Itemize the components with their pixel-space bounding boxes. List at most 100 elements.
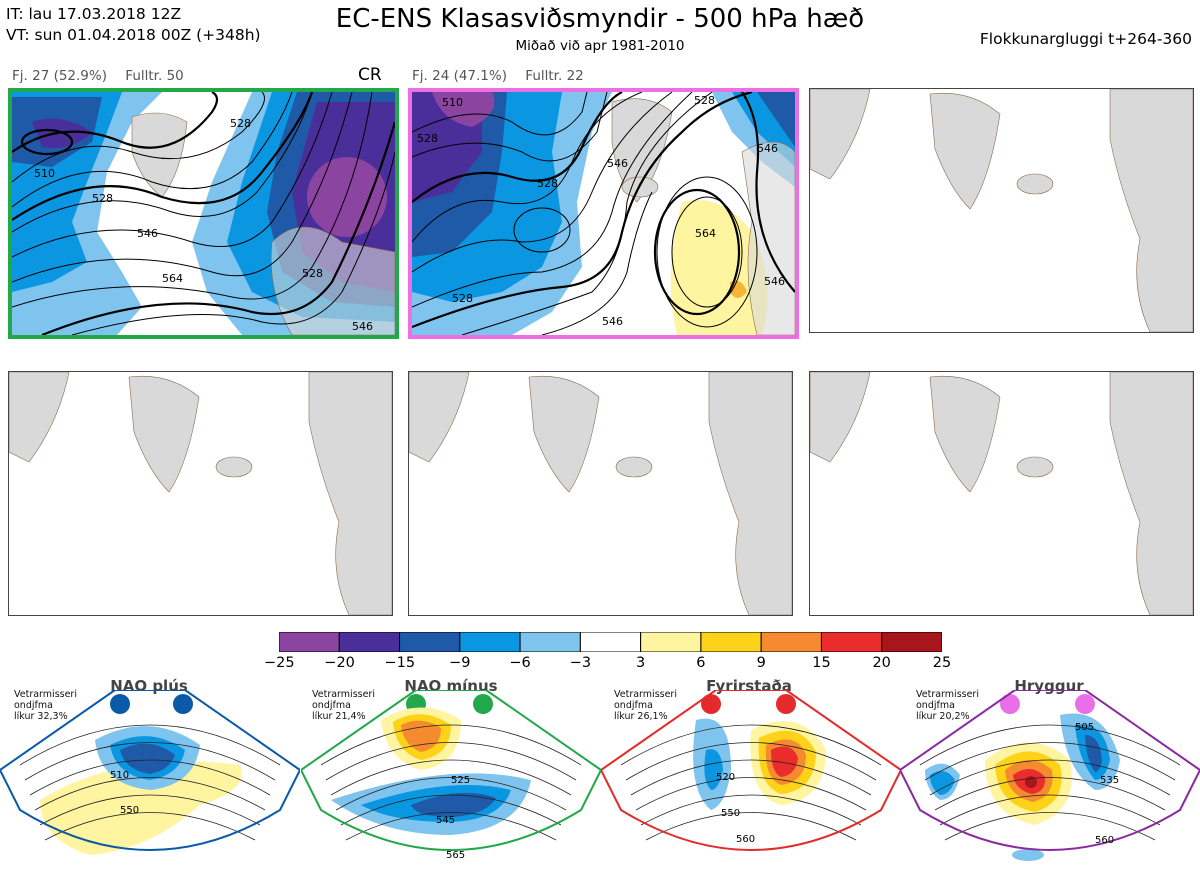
regime-info-line: ondjfma xyxy=(312,700,351,711)
regime-3-marker xyxy=(701,694,721,714)
cluster-1-info: Fj. 27 (52.9%) Fulltr. 50 xyxy=(12,68,198,84)
initial-time: IT: lau 17.03.2018 12Z xyxy=(6,5,182,23)
cluster-map-1: 510 528 528 546 564 528 546 xyxy=(8,88,399,339)
empty-cluster-map-5 xyxy=(408,371,793,616)
regime-2-info: Vetrarmisseri ondjfma líkur 21,4% xyxy=(312,689,392,722)
regime-1-info: Vetrarmisseri ondjfma líkur 32,3% xyxy=(14,689,94,722)
regime-4-marker xyxy=(1000,694,1020,714)
cluster-1-regime-code: CR xyxy=(358,65,382,85)
colorbar-swatch xyxy=(700,631,762,653)
contour-label: 546 xyxy=(764,275,785,288)
contour-label: 528 xyxy=(230,117,251,130)
colorbar-tick: −15 xyxy=(384,655,416,671)
colorbar-tick: −20 xyxy=(324,655,355,671)
cluster-2-count: Fj. 24 (47.1%) xyxy=(412,68,507,84)
regime-info-line: Vetrarmisseri xyxy=(916,689,979,700)
regime-info-line: líkur 21,4% xyxy=(312,711,366,722)
colorbar-swatch xyxy=(278,631,340,653)
contour-label: 528 xyxy=(302,267,323,280)
regime-contour-label: 535 xyxy=(1100,775,1119,786)
contour-label: 528 xyxy=(417,132,438,145)
empty-cluster-map-3 xyxy=(809,88,1194,333)
regime-info-line: Vetrarmisseri xyxy=(14,689,77,700)
regime-contour-label: 525 xyxy=(451,775,470,786)
regime-info-line: ondjfma xyxy=(14,700,53,711)
colorbar-tick: 6 xyxy=(696,655,706,671)
contour-label: 564 xyxy=(162,272,183,285)
cluster-2-info: Fj. 24 (47.1%) Fulltr. 22 xyxy=(412,68,598,84)
colorbar-swatch xyxy=(519,631,581,653)
page-title: EC-ENS Klasasviðsmyndir - 500 hPa hæð xyxy=(335,4,865,34)
regime-contour-label: 565 xyxy=(446,850,465,861)
contour-label: 510 xyxy=(442,96,463,109)
contour-label: 546 xyxy=(602,315,623,328)
regime-info-line: líkur 26,1% xyxy=(614,711,668,722)
regime-contour-label: 560 xyxy=(1095,835,1114,846)
colorbar-swatch xyxy=(640,631,702,653)
colorbar-tick: −25 xyxy=(264,655,295,671)
page-subtitle: Miðað við apr 1981-2010 xyxy=(515,38,685,54)
cluster-map-2: 510 528 528 546 528 546 564 528 546 546 xyxy=(408,88,799,339)
regime-4-marker xyxy=(1075,694,1095,714)
colorbar-tick: 3 xyxy=(635,655,646,671)
regime-info-line: Vetrarmisseri xyxy=(312,689,375,700)
colorbar-svg xyxy=(278,631,943,653)
regime-contour-label: 550 xyxy=(120,805,139,816)
regime-info-line: líkur 32,3% xyxy=(14,711,68,722)
colorbar-swatch xyxy=(459,631,521,653)
regime-1-map: 510 550 xyxy=(0,689,302,870)
colorbar-tick: 9 xyxy=(756,655,766,671)
regime-4-info: Vetrarmisseri ondjfma líkur 20,2% xyxy=(916,689,996,722)
empty-cluster-map-4 xyxy=(8,371,393,616)
colorbar-swatch xyxy=(820,631,883,653)
regime-info-line: Vetrarmisseri xyxy=(614,689,677,700)
regime-info-line: ondjfma xyxy=(916,700,955,711)
colorbar-swatch xyxy=(579,631,642,653)
contour-label: 528 xyxy=(92,192,113,205)
colorbar-tick: 15 xyxy=(812,655,831,671)
regime-4-map: 505 535 560 xyxy=(898,689,1200,870)
regime-3-map: 520 550 560 xyxy=(599,689,903,870)
regime-contour-label: 510 xyxy=(110,770,129,781)
colorbar-swatch xyxy=(760,631,822,653)
regime-info-line: ondjfma xyxy=(614,700,653,711)
contour-label: 528 xyxy=(694,94,715,107)
regime-1-marker xyxy=(110,694,130,714)
contour-label: 528 xyxy=(537,177,558,190)
regime-3-info: Vetrarmisseri ondjfma líkur 26,1% xyxy=(614,689,694,722)
colorbar-swatch xyxy=(881,631,943,653)
contour-label: 528 xyxy=(452,292,473,305)
regime-3-marker xyxy=(776,694,796,714)
regime-2-marker xyxy=(473,694,493,714)
colorbar-tick: −6 xyxy=(509,655,531,671)
cluster-2-rep: Fulltr. 22 xyxy=(525,68,584,84)
regime-contour-label: 505 xyxy=(1075,722,1094,733)
cluster-1-rep: Fulltr. 50 xyxy=(125,68,184,84)
contour-label: 564 xyxy=(695,227,716,240)
regime-contour-label: 520 xyxy=(716,772,735,783)
valid-time: VT: sun 01.04.2018 00Z (+348h) xyxy=(6,26,261,44)
colorbar-tick: −3 xyxy=(569,655,592,671)
regime-2-map: 525 545 565 xyxy=(299,689,603,870)
colorbar-tick: −9 xyxy=(449,655,471,671)
empty-cluster-map-6 xyxy=(809,371,1194,616)
colorbar-swatch xyxy=(338,631,401,653)
contour-label: 510 xyxy=(34,167,55,180)
regime-contour-label: 545 xyxy=(436,815,455,826)
contour-label: 546 xyxy=(757,142,778,155)
contour-label: 546 xyxy=(607,157,628,170)
colorbar-tick: 25 xyxy=(932,655,952,671)
colorbar-swatch xyxy=(399,631,461,653)
cluster-1-count: Fj. 27 (52.9%) xyxy=(12,68,107,84)
regime-contour-label: 550 xyxy=(721,808,740,819)
colorbar-ticks: −25 −20 −15 −9 −6 −3 3 6 9 15 20 25 xyxy=(264,655,951,675)
classification-window: Flokkunargluggi t+264-360 xyxy=(979,30,1192,48)
contour-label: 546 xyxy=(137,227,158,240)
regime-1-marker xyxy=(173,694,193,714)
regime-info-line: líkur 20,2% xyxy=(916,711,970,722)
contour-label: 546 xyxy=(352,320,373,333)
header-info: IT: lau 17.03.2018 12Z VT: sun 01.04.201… xyxy=(6,4,261,46)
regime-contour-label: 560 xyxy=(736,834,755,845)
colorbar xyxy=(278,631,943,653)
colorbar-tick: 20 xyxy=(872,655,891,671)
